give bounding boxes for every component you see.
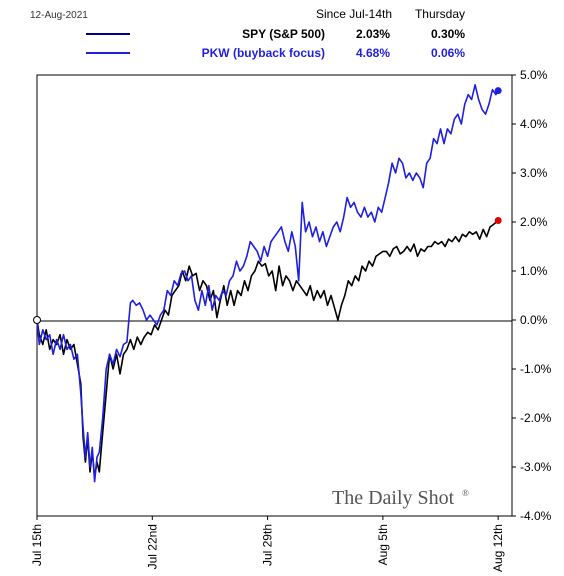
y-tick-label: 2.0%	[520, 215, 548, 229]
legend-spy-since: 2.03%	[356, 27, 390, 41]
y-tick-label: 5.0%	[520, 68, 548, 82]
x-axis: Jul 15th Jul 22nd Jul 29th Aug 5th Aug 12th	[30, 516, 505, 572]
series-line-pkw	[36, 84, 499, 483]
y-tick-label: -3.0%	[520, 460, 552, 474]
y-tick-label: -4.0%	[520, 509, 552, 523]
y-tick-label: 0.0%	[520, 313, 548, 327]
x-tick-label: Aug 5th	[376, 524, 390, 565]
y-tick-label: -2.0%	[520, 411, 552, 425]
y-tick-label: 4.0%	[520, 117, 548, 131]
y-tick-label: 3.0%	[520, 166, 548, 180]
x-tick-label: Aug 12th	[491, 524, 505, 572]
legend-spy-name: SPY (S&P 500)	[242, 27, 325, 41]
origin-marker	[33, 316, 41, 324]
y-axis: 5.0% 4.0% 3.0% 2.0% 1.0% 0.0% -1.0% -2.0% -3.0% -…	[512, 68, 552, 523]
header-day: Thursday	[415, 7, 465, 21]
series-layer	[33, 84, 502, 483]
legend-spy-day: 0.30%	[431, 27, 465, 41]
end-marker-spy	[494, 217, 502, 225]
legend-pkw-day: 0.06%	[431, 46, 465, 60]
x-tick-label: Jul 29th	[261, 524, 275, 566]
legend-pkw-since: 4.68%	[356, 46, 390, 60]
header-since: Since Jul-14th	[316, 7, 392, 21]
chart-date: 12-Aug-2021	[30, 10, 88, 21]
watermark-registered-mark: ®	[462, 488, 469, 498]
x-tick-label: Jul 15th	[30, 524, 44, 566]
series-line-spy	[36, 219, 499, 478]
watermark: The Daily Shot	[332, 487, 455, 509]
plot-frame	[36, 74, 513, 517]
y-tick-label: -1.0%	[520, 362, 552, 376]
legend-pkw-name: PKW (buyback focus)	[202, 46, 325, 60]
x-tick-label: Jul 22nd	[145, 524, 159, 569]
end-marker-pkw	[494, 87, 502, 95]
y-tick-label: 1.0%	[520, 264, 548, 278]
